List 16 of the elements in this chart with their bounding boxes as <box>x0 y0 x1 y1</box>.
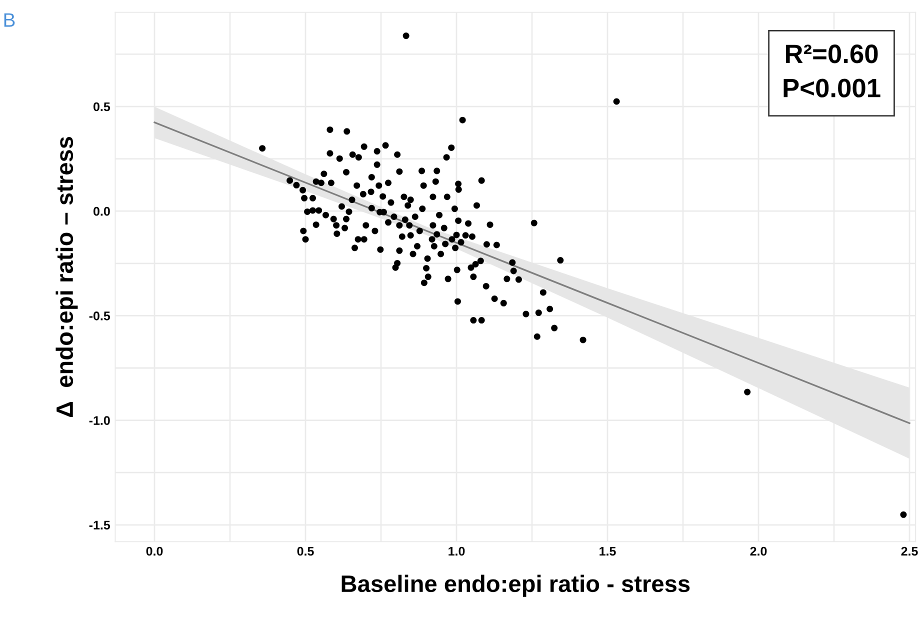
y-tick-label: 0.0 <box>94 206 110 216</box>
annotation: R²=0.60 <box>786 44 878 64</box>
x-tick-label: 0.0 <box>146 546 163 556</box>
x-tick-label: 1.5 <box>600 546 616 556</box>
x-tick-label: 1.0 <box>448 546 465 556</box>
y-tick-label: 0.5 <box>94 102 110 112</box>
x-tick-label: 0.5 <box>297 546 314 556</box>
x-tick-label: 2.0 <box>750 546 767 556</box>
y-tick-label: -1.0 <box>89 416 110 425</box>
y-tick-label: -1.5 <box>89 520 110 530</box>
y-tick-label: -0.5 <box>89 312 110 320</box>
annotation: P<0.001 <box>784 78 880 98</box>
x-axis-title: Baseline endo:epi ratio - stress <box>342 574 690 597</box>
y-axis-title: Δ endo:epi ratio – stress <box>56 136 78 418</box>
text: B <box>4 13 15 27</box>
x-tick-label: 2.5 <box>901 546 918 556</box>
